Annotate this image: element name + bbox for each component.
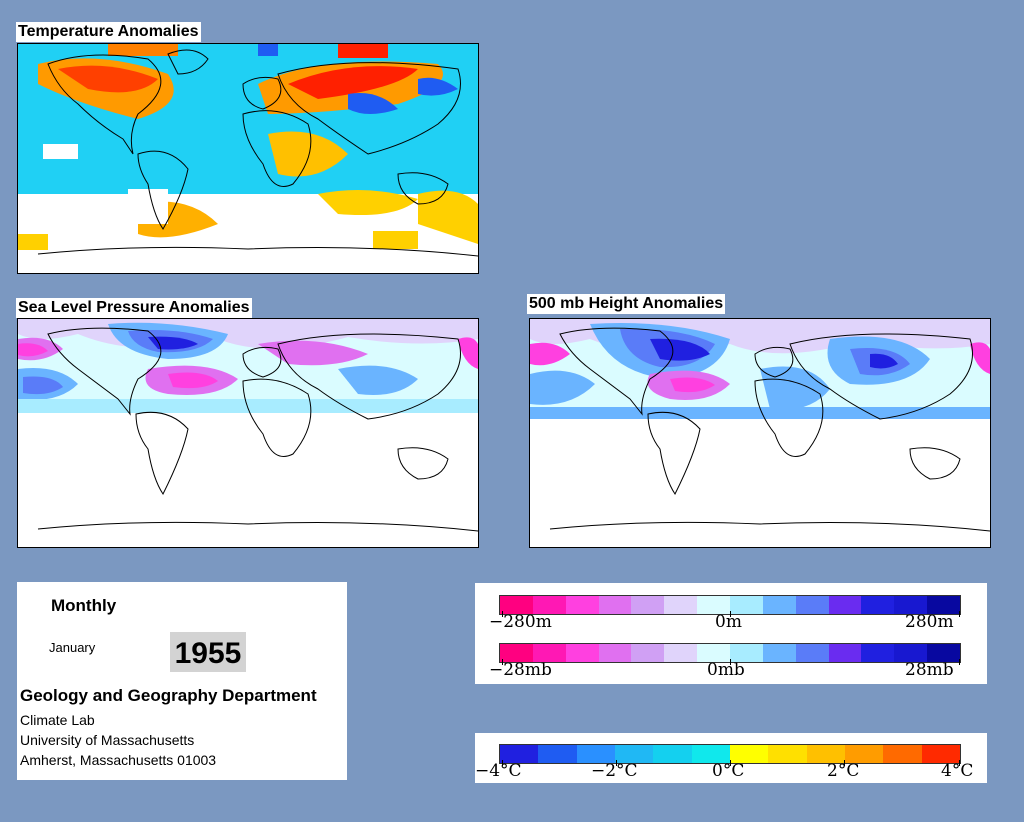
- color-swatch: [565, 596, 599, 614]
- pressure-scale-tick: [730, 659, 731, 665]
- month-label: January: [49, 640, 96, 655]
- color-swatch: [653, 745, 692, 763]
- temperature-scale-tick: [502, 760, 503, 766]
- color-swatch: [697, 644, 731, 662]
- year-display: 1955: [170, 632, 246, 672]
- pressure-max-label: 28mb: [905, 660, 954, 680]
- department-label: Geology and Geography Department: [20, 686, 317, 705]
- color-swatch: [921, 745, 960, 763]
- color-swatch: [844, 745, 884, 763]
- temperature-label: 0°C: [712, 761, 745, 781]
- height-scale-tick: [502, 611, 503, 617]
- university-label: University of Massachusetts: [20, 732, 195, 748]
- slp-map-title: Sea Level Pressure Anomalies: [16, 298, 252, 318]
- lab-label: Climate Lab: [20, 712, 95, 728]
- color-swatch: [861, 596, 895, 614]
- color-swatch: [532, 644, 566, 662]
- color-swatch: [762, 644, 796, 662]
- color-swatch: [883, 745, 922, 763]
- color-swatch: [730, 596, 763, 614]
- color-swatch: [768, 745, 807, 763]
- color-swatch: [614, 745, 654, 763]
- color-swatch: [500, 745, 539, 763]
- temperature-scale-tick: [616, 760, 617, 766]
- color-swatch: [828, 644, 862, 662]
- color-swatch: [861, 644, 895, 662]
- height-color-scale: [499, 595, 961, 615]
- color-swatch: [894, 596, 928, 614]
- color-swatch: [500, 596, 533, 614]
- height-scale-tick: [959, 611, 960, 617]
- temperature-legend: −4°C −2°C 0°C 2°C 4°C: [475, 733, 987, 783]
- color-swatch: [697, 596, 731, 614]
- address-label: Amherst, Massachusetts 01003: [20, 752, 217, 768]
- temperature-anomaly-map: [17, 43, 479, 274]
- height-mid-label: 0m: [715, 612, 742, 632]
- color-swatch: [664, 596, 698, 614]
- color-swatch: [795, 644, 829, 662]
- pressure-color-scale: [499, 643, 961, 663]
- height-map-title: 500 mb Height Anomalies: [527, 294, 726, 314]
- pressure-scale-tick: [502, 659, 503, 665]
- color-swatch: [795, 596, 829, 614]
- color-swatch: [762, 596, 796, 614]
- color-swatch: [927, 644, 961, 662]
- info-panel: Monthly January 1955 Geology and Geograp…: [17, 582, 347, 780]
- temperature-color-scale: [499, 744, 961, 764]
- color-swatch: [598, 644, 632, 662]
- 500mb-height-anomaly-map: [529, 318, 991, 548]
- color-swatch: [730, 644, 763, 662]
- height-min-label: −280m: [489, 612, 552, 632]
- sea-level-pressure-anomaly-map: [17, 318, 479, 548]
- color-swatch: [576, 745, 615, 763]
- height-pressure-legend: −280m 0m 280m −28mb 0mb 28mb: [475, 583, 987, 684]
- temperature-scale-tick: [959, 760, 960, 766]
- color-swatch: [631, 644, 665, 662]
- color-swatch: [664, 644, 698, 662]
- color-swatch: [532, 596, 566, 614]
- period-label: Monthly: [51, 596, 117, 615]
- color-swatch: [538, 745, 577, 763]
- color-swatch: [729, 745, 769, 763]
- color-swatch: [631, 596, 665, 614]
- temperature-label: 2°C: [827, 761, 860, 781]
- color-swatch: [828, 596, 862, 614]
- color-swatch: [806, 745, 845, 763]
- temperature-label: 4°C: [941, 761, 974, 781]
- temperature-label: −2°C: [591, 761, 638, 781]
- color-swatch: [598, 596, 632, 614]
- color-swatch: [691, 745, 730, 763]
- height-scale-tick: [730, 611, 731, 617]
- temperature-scale-tick: [844, 760, 845, 766]
- color-swatch: [927, 596, 961, 614]
- pressure-scale-tick: [959, 659, 960, 665]
- temperature-label: −4°C: [475, 761, 522, 781]
- color-swatch: [500, 644, 533, 662]
- color-swatch: [894, 644, 928, 662]
- pressure-min-label: −28mb: [489, 660, 552, 680]
- temperature-scale-tick: [730, 760, 731, 766]
- temperature-map-title: Temperature Anomalies: [16, 22, 201, 42]
- height-max-label: 280m: [905, 612, 954, 632]
- pressure-mid-label: 0mb: [707, 660, 745, 680]
- color-swatch: [565, 644, 599, 662]
